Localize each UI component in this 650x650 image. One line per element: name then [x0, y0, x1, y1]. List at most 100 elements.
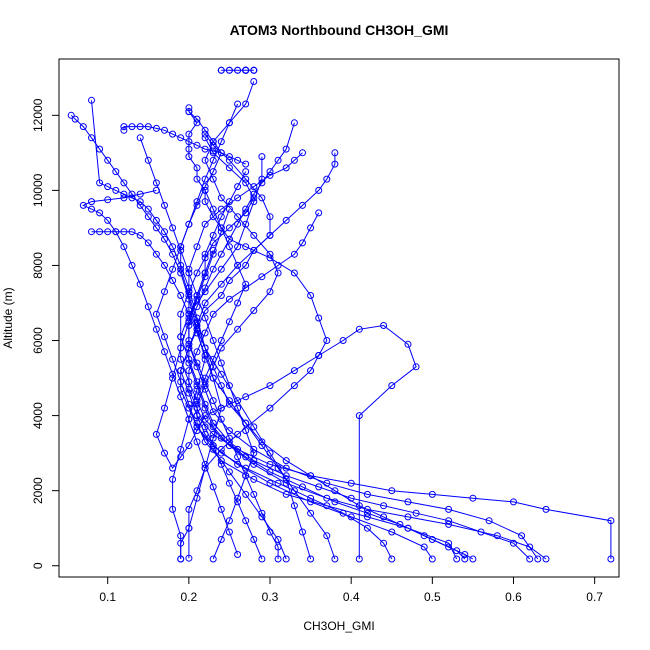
data-point	[290, 250, 298, 258]
series-20	[136, 134, 258, 563]
data-point	[169, 475, 177, 483]
series-line	[82, 189, 239, 555]
data-point	[120, 190, 128, 198]
y-axis: 0 2000 4000 6000 8000 10000 12000	[31, 98, 59, 569]
data-point	[225, 468, 233, 476]
data-point	[152, 430, 160, 438]
data-point	[193, 438, 201, 446]
data-point	[242, 243, 250, 251]
data-point	[274, 536, 282, 543]
data-point	[169, 277, 177, 284]
data-point	[461, 551, 469, 558]
data-point	[217, 250, 225, 258]
data-point	[144, 205, 152, 213]
data-point	[234, 243, 242, 251]
data-point	[217, 138, 225, 146]
data-point	[209, 250, 217, 258]
data-point	[217, 337, 225, 344]
data-point	[234, 551, 242, 558]
data-point	[396, 520, 404, 528]
data-point	[225, 442, 233, 450]
data-point	[201, 145, 209, 153]
data-point	[234, 261, 242, 269]
data-point	[104, 156, 112, 164]
data-point	[266, 168, 274, 176]
data-point	[201, 186, 209, 194]
data-point	[177, 393, 185, 401]
data-point	[128, 190, 136, 198]
data-point	[185, 292, 193, 299]
data-point	[185, 415, 193, 423]
series-line	[188, 171, 547, 560]
data-point	[193, 348, 201, 356]
data-point	[274, 464, 282, 472]
y-axis-label: Altitude (m)	[1, 287, 15, 348]
data-point	[469, 494, 477, 502]
data-point	[193, 115, 201, 123]
data-point	[201, 464, 209, 472]
data-point	[242, 517, 250, 525]
data-point	[234, 66, 242, 74]
data-point	[250, 78, 258, 85]
series-21	[217, 66, 258, 74]
data-point	[307, 555, 315, 563]
data-point	[112, 186, 120, 194]
data-point	[201, 314, 209, 322]
data-point	[266, 250, 274, 258]
data-point	[453, 555, 461, 563]
data-point	[201, 404, 209, 412]
data-point	[177, 378, 185, 386]
data-point	[193, 198, 201, 206]
data-point	[193, 141, 201, 149]
data-point	[510, 539, 517, 547]
data-point	[209, 168, 217, 176]
data-point	[250, 490, 258, 498]
data-point	[299, 483, 306, 491]
data-point	[217, 536, 225, 543]
data-point	[217, 66, 225, 74]
data-point	[209, 483, 217, 491]
data-point	[420, 543, 428, 551]
data-point	[266, 468, 274, 476]
data-point	[355, 412, 363, 420]
data-point	[331, 160, 339, 168]
data-point	[128, 261, 136, 269]
data-point	[152, 325, 160, 333]
x-tick-label: 0.4	[343, 590, 360, 604]
data-point	[542, 505, 550, 513]
data-point	[485, 517, 493, 525]
data-point	[315, 186, 323, 194]
data-point	[242, 168, 250, 176]
data-point	[136, 231, 144, 239]
data-point	[234, 325, 242, 333]
data-point	[128, 228, 136, 236]
data-point	[412, 363, 420, 371]
data-point	[250, 536, 258, 543]
data-point	[128, 194, 136, 202]
series-16	[193, 186, 396, 563]
series-line	[91, 100, 222, 559]
data-point	[388, 382, 396, 390]
data-point	[152, 250, 160, 258]
series-line	[180, 133, 612, 559]
data-point	[185, 269, 193, 277]
data-point	[201, 156, 209, 164]
data-point	[217, 280, 225, 288]
data-point	[161, 288, 168, 296]
data-point	[250, 183, 258, 191]
y-tick-label: 12000	[31, 98, 45, 132]
data-point	[469, 555, 477, 563]
data-point	[242, 261, 250, 269]
series-line	[91, 231, 336, 560]
data-point	[201, 344, 209, 352]
data-point	[185, 153, 193, 161]
data-point	[193, 363, 201, 371]
data-point	[315, 352, 323, 359]
data-point	[323, 479, 331, 487]
data-point	[193, 494, 201, 502]
data-point	[136, 198, 144, 206]
y-tick-label: 6000	[31, 327, 45, 354]
data-point	[242, 220, 250, 228]
data-point	[209, 337, 217, 344]
data-point	[428, 555, 436, 563]
